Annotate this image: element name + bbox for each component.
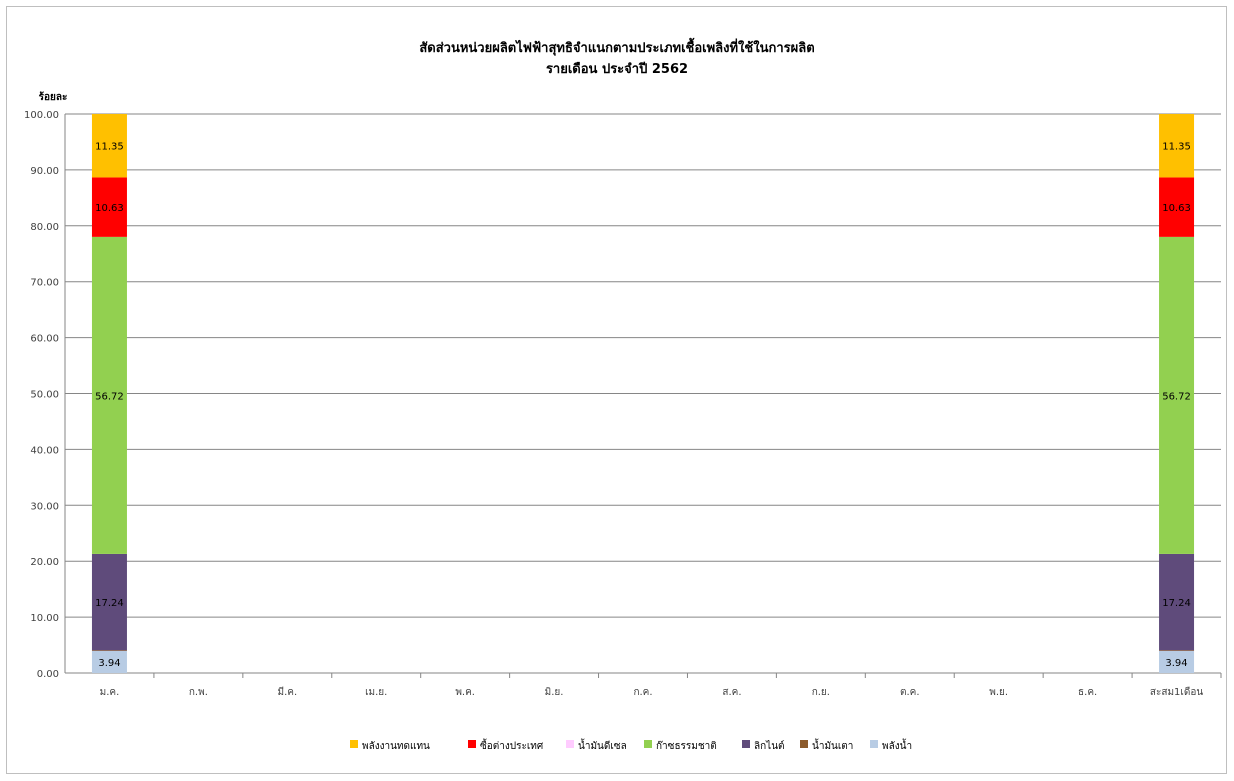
y-tick-label: 100.00 [24,110,59,121]
legend-entry: ลิกไนต์ [754,740,785,752]
y-tick-label: 50.00 [30,390,59,401]
bar-segment [91,650,127,651]
legend-swatch [566,740,574,748]
data-label: 3.94 [98,658,120,669]
legend-entry: น้ำมันเตา [812,738,853,752]
y-tick-label: 30.00 [30,501,59,512]
legend-swatch [350,740,358,748]
bar-segment [1159,650,1195,651]
bar-segment [91,553,127,651]
data-label: 10.63 [95,203,124,214]
gridlines [64,113,1222,678]
x-tick-label: เม.ย. [365,687,387,698]
x-tick-labels: ม.ค. ก.พ. มี.ค. เม.ย. พ.ค. มิ.ย. ก.ค. ส.ค. ก.ย. ต… [100,686,1204,698]
legend-entry: พลังงานทดแทน [362,741,430,752]
y-tick-label: 60.00 [30,334,59,345]
x-tick-label: ก.ย. [812,687,830,698]
legend-swatch [468,740,476,748]
data-label: 10.63 [1162,203,1191,214]
bar-segment [91,177,127,237]
data-label: 56.72 [95,391,124,402]
bar-segment [91,114,127,178]
x-tick-label: ก.พ. [189,687,208,698]
chart-subtitle: รายเดือน ประจำปี 2562 [546,61,688,77]
x-tick-label: พ.ค. [455,687,475,698]
legend-entry: ก๊าซธรรมชาติ [656,740,717,752]
legend: พลังงานทดแทน ซื้อต่างประเทศ น้ำมันดีเซล ก๊า… [350,738,912,752]
legend-swatch [800,740,808,748]
bar-segment [1159,114,1195,178]
y-tick-labels: 0.00 10.00 20.00 30.00 40.00 50.00 60.00 70.00 8… [24,110,59,680]
bar-segment [91,236,127,554]
x-tick-label: ก.ค. [633,687,652,698]
y-tick-label: 40.00 [30,445,59,456]
y-tick-label: 70.00 [30,278,59,289]
x-tick-label: มิ.ย. [545,687,564,698]
chart-frame: สัดส่วนหน่วยผลิตไฟฟ้าสุทธิจำแนกตามประเภท… [6,6,1227,774]
chart-title: สัดส่วนหน่วยผลิตไฟฟ้าสุทธิจำแนกตามประเภท… [419,37,814,56]
legend-swatch [742,740,750,748]
x-tick-label: ต.ค. [900,687,920,698]
y-tick-label: 0.00 [37,669,59,680]
bars: 3.94 17.24 56.72 10.63 11.35 3.94 17.24 56.72 10… [91,114,1195,673]
data-label: 11.35 [1162,142,1191,153]
bar-segment [1159,236,1195,554]
data-label: 56.72 [1162,391,1191,402]
y-axis-label: ร้อยละ [39,91,68,103]
chart-svg: สัดส่วนหน่วยผลิตไฟฟ้าสุทธิจำแนกตามประเภท… [24,37,1222,752]
x-tick-label: ม.ค. [100,687,120,698]
x-tick-label: ส.ค. [722,687,741,698]
x-tick-label: ธ.ค. [1078,687,1097,698]
legend-swatch [870,740,878,748]
legend-entry: น้ำมันดีเซล [578,738,627,752]
y-tick-label: 20.00 [30,557,59,568]
bar-segment [91,650,127,673]
y-tick-label: 10.00 [30,613,59,624]
bar-segment [1159,650,1195,673]
data-label: 11.35 [95,142,124,153]
bar-segment [1159,177,1195,237]
x-tick-label: พ.ย. [989,687,1008,698]
data-label: 17.24 [1162,598,1191,609]
data-label: 3.94 [1165,658,1187,669]
bar-segment [1159,553,1195,651]
x-tick-label: มี.ค. [277,686,297,698]
y-tick-label: 80.00 [30,222,59,233]
x-tick-label: สะสม1เดือน [1150,686,1203,698]
data-label: 17.24 [95,598,124,609]
legend-entry: ซื้อต่างประเทศ [480,738,544,752]
legend-swatch [644,740,652,748]
y-tick-label: 90.00 [30,166,59,177]
legend-entry: พลังน้ำ [882,738,912,752]
